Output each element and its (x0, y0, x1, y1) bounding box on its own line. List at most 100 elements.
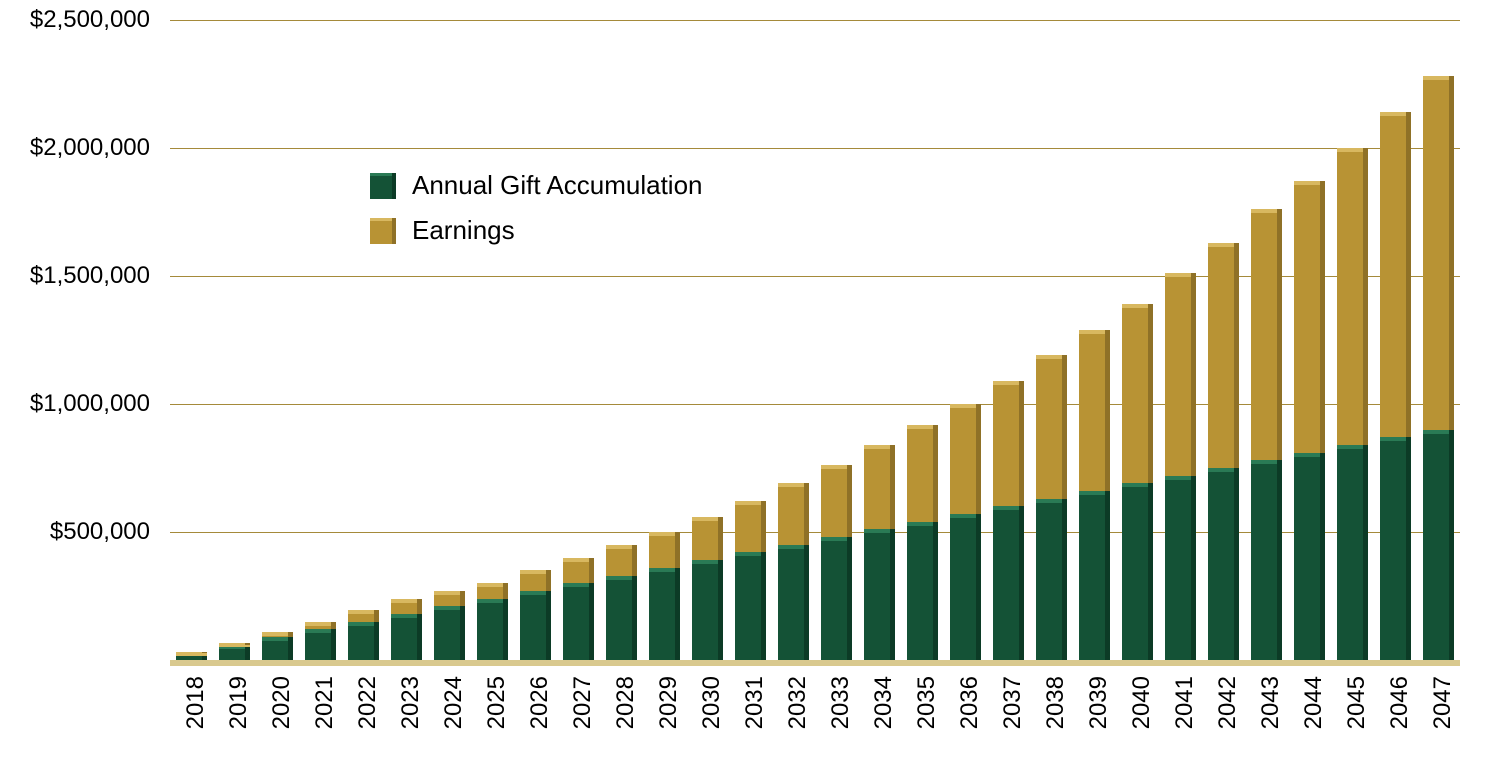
bar-segment-annual-gift (477, 599, 507, 660)
bar-segment-annual-gift (305, 629, 335, 660)
bar-segment-annual-gift (864, 529, 894, 660)
x-axis-label: 2029 (655, 676, 683, 729)
bar-segment-earnings (1380, 112, 1410, 437)
y-axis-label: $1,000,000 (0, 390, 150, 418)
x-axis-label: 2031 (741, 676, 769, 729)
bar-segment-earnings (907, 425, 937, 522)
bar-segment-annual-gift (219, 645, 249, 660)
x-axis-label: 2039 (1085, 676, 1113, 729)
bar (907, 20, 937, 660)
bar (993, 20, 1023, 660)
x-axis-label: 2037 (999, 676, 1027, 729)
bar-segment-annual-gift (1079, 491, 1109, 660)
bar-segment-annual-gift (1165, 476, 1195, 660)
bar-segment-earnings (1251, 209, 1281, 460)
legend-label: Earnings (412, 215, 515, 246)
bar-segment-annual-gift (434, 606, 464, 660)
bar-segment-annual-gift (520, 591, 550, 660)
x-axis-label: 2026 (526, 676, 554, 729)
bar-segment-annual-gift (391, 614, 421, 660)
bar-segment-earnings (477, 583, 507, 598)
x-axis-label: 2044 (1300, 676, 1328, 729)
bar-segment-annual-gift (1036, 499, 1066, 660)
y-axis-label: $2,000,000 (0, 134, 150, 162)
x-axis-label: 2021 (311, 676, 339, 729)
bar-segment-earnings (649, 532, 679, 568)
bar-segment-annual-gift (1294, 453, 1324, 660)
bar-segment-earnings (993, 381, 1023, 506)
bar (391, 20, 421, 660)
bar-segment-earnings (262, 632, 292, 637)
bar (477, 20, 507, 660)
x-axis-label: 2020 (268, 676, 296, 729)
legend-item: Annual Gift Accumulation (370, 170, 703, 201)
bar (864, 20, 894, 660)
bar-segment-earnings (391, 599, 421, 614)
bar-segment-annual-gift (735, 552, 765, 660)
x-axis-label: 2032 (784, 676, 812, 729)
baseline-shadow (170, 660, 1460, 666)
x-axis-label: 2040 (1128, 676, 1156, 729)
x-axis-label: 2047 (1429, 676, 1457, 729)
bar-segment-earnings (692, 517, 722, 561)
legend: Annual Gift Accumulation Earnings (370, 170, 703, 246)
bar-segment-annual-gift (563, 583, 593, 660)
bar (1423, 20, 1453, 660)
x-axis-label: 2023 (397, 676, 425, 729)
bar-segment-earnings (176, 652, 206, 653)
bar-segment-earnings (434, 591, 464, 606)
bar-segment-earnings (735, 501, 765, 552)
x-axis-label: 2043 (1257, 676, 1285, 729)
bar-segment-annual-gift (262, 637, 292, 660)
bar-segment-earnings (1036, 355, 1066, 498)
bar-segment-annual-gift (1337, 445, 1367, 660)
x-axis-label: 2034 (870, 676, 898, 729)
bar (520, 20, 550, 660)
x-axis-label: 2033 (827, 676, 855, 729)
bar (735, 20, 765, 660)
x-axis-label: 2018 (182, 676, 210, 729)
x-axis-label: 2041 (1171, 676, 1199, 729)
bar-segment-annual-gift (1208, 468, 1238, 660)
bar-segment-earnings (563, 558, 593, 584)
legend-swatch (370, 218, 396, 244)
x-axis-label: 2027 (569, 676, 597, 729)
x-axis-label: 2025 (483, 676, 511, 729)
bar-segment-earnings (305, 622, 335, 630)
bar (262, 20, 292, 660)
bar-segment-earnings (1337, 148, 1367, 445)
bar-segment-earnings (1423, 76, 1453, 429)
bar-segment-annual-gift (821, 537, 851, 660)
x-axis-label: 2035 (913, 676, 941, 729)
x-axis-label: 2028 (612, 676, 640, 729)
x-axis-label: 2019 (225, 676, 253, 729)
bar-segment-earnings (1208, 243, 1238, 468)
bar-segment-earnings (864, 445, 894, 529)
bar-segment-annual-gift (1380, 437, 1410, 660)
bar (1251, 20, 1281, 660)
bar (606, 20, 636, 660)
bar-segment-earnings (821, 465, 851, 537)
bar (649, 20, 679, 660)
bar (1165, 20, 1195, 660)
bar (563, 20, 593, 660)
y-axis-label: $2,500,000 (0, 6, 150, 34)
x-axis-label: 2038 (1042, 676, 1070, 729)
bar-segment-earnings (1165, 273, 1195, 475)
bar (219, 20, 249, 660)
bar-segment-annual-gift (907, 522, 937, 660)
bar-segment-annual-gift (1251, 460, 1281, 660)
x-axis-label: 2036 (956, 676, 984, 729)
bar-segment-annual-gift (950, 514, 980, 660)
legend-item: Earnings (370, 215, 703, 246)
bar-segment-earnings (950, 404, 980, 514)
bar (692, 20, 722, 660)
bar-segment-annual-gift (778, 545, 808, 660)
bar-segment-earnings (606, 545, 636, 576)
y-axis-label: $1,500,000 (0, 262, 150, 290)
bar-segment-annual-gift (606, 576, 636, 660)
bar (1079, 20, 1109, 660)
x-axis-label: 2046 (1386, 676, 1414, 729)
bar-segment-annual-gift (993, 506, 1023, 660)
bar-segment-annual-gift (348, 622, 378, 660)
